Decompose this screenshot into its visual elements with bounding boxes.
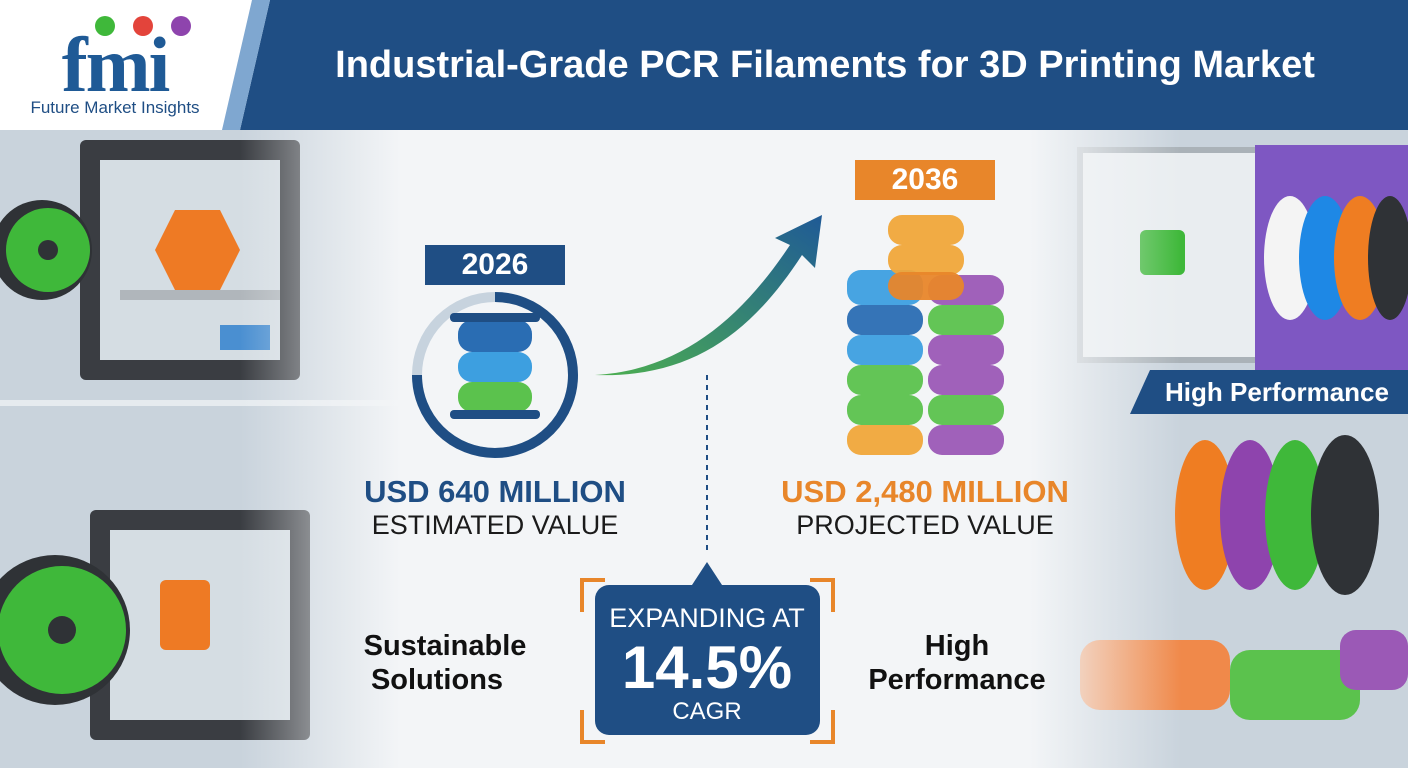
right-photos — [1030, 130, 1408, 768]
cagr-line1: EXPANDING AT — [609, 603, 805, 633]
start-graphic — [412, 245, 578, 458]
badge-bg — [1130, 370, 1408, 414]
start-label: ESTIMATED VALUE — [371, 510, 619, 540]
start-value: USD 640 MILLION — [364, 474, 626, 509]
header-bar — [0, 0, 1408, 130]
start-year: 2026 — [461, 248, 529, 281]
end-value: USD 2,480 MILLION — [781, 474, 1069, 509]
logo: fmi — [61, 21, 171, 108]
end-year: 2036 — [891, 163, 959, 196]
growth-arrow — [595, 215, 822, 376]
caption-left-1: Sustainable — [363, 630, 527, 662]
company-name: Future Market Insights — [30, 98, 200, 117]
cagr-box — [580, 562, 835, 744]
left-photos — [0, 130, 400, 768]
cagr-rate: 14.5% — [621, 634, 793, 701]
caption-left-2: Solutions — [370, 664, 504, 696]
cagr-line2: CAGR — [672, 698, 742, 725]
end-graphic — [847, 160, 1004, 455]
badge: High Performance — [1165, 377, 1389, 407]
caption-right-2: Performance — [868, 664, 1046, 696]
caption-right-1: High — [924, 630, 990, 662]
title: Industrial-Grade PCR Filaments for 3D Pr… — [335, 44, 1315, 86]
end-label: PROJECTED VALUE — [796, 510, 1054, 540]
